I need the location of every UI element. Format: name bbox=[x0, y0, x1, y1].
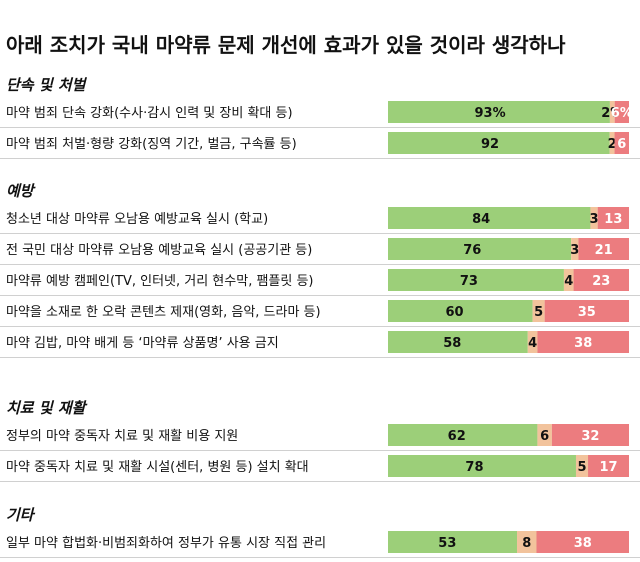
bar-neutral bbox=[563, 269, 574, 291]
bar-effective bbox=[388, 238, 572, 260]
value-label-neutral: 6 bbox=[540, 429, 549, 444]
row-label: 마약 범죄 처벌·형량 강화(징역 기간, 벌금, 구속률 등) bbox=[6, 137, 297, 152]
value-label-effective: 92 bbox=[481, 137, 499, 152]
value-label-effective: 58 bbox=[443, 336, 461, 351]
value-label-not-effective: 6 bbox=[617, 137, 626, 152]
bar-effective bbox=[388, 531, 518, 553]
value-label-not-effective: 35 bbox=[578, 305, 596, 320]
bar-not-effective bbox=[551, 424, 629, 446]
bar-effective bbox=[388, 269, 564, 291]
bar-neutral bbox=[609, 101, 615, 123]
value-label-not-effective: 38 bbox=[574, 336, 592, 351]
row-label: 청소년 대상 마약류 오남용 예방교육 실시 (학교) bbox=[6, 212, 268, 227]
bar-neutral bbox=[609, 132, 615, 154]
bar-not-effective bbox=[597, 207, 629, 229]
bar-effective bbox=[388, 101, 610, 123]
value-label-neutral: 5 bbox=[577, 460, 586, 475]
value-label-neutral: 5 bbox=[534, 305, 543, 320]
bar-neutral bbox=[590, 207, 598, 229]
bar-effective bbox=[388, 132, 610, 154]
bar-neutral bbox=[532, 300, 545, 322]
row-label: 마약류 예방 캠페인(TV, 인터넷, 거리 현수막, 팸플릿 등) bbox=[6, 274, 314, 289]
bar-effective bbox=[388, 331, 528, 353]
value-label-neutral: 2 bbox=[608, 137, 617, 152]
value-label-effective: 60 bbox=[445, 305, 463, 320]
value-label-neutral: 3 bbox=[570, 243, 579, 258]
bar-neutral bbox=[575, 455, 589, 477]
value-label-effective: 62 bbox=[448, 429, 466, 444]
value-label-neutral: 8 bbox=[522, 536, 531, 551]
row-label: 정부의 마약 중독자 치료 및 재활 비용 지원 bbox=[6, 429, 238, 444]
bar-not-effective bbox=[537, 331, 629, 353]
row-label: 마약 범죄 단속 강화(수사·감시 인력 및 장비 확대 등) bbox=[6, 106, 293, 121]
bar-not-effective bbox=[536, 531, 629, 553]
value-label-effective: 73 bbox=[460, 274, 478, 289]
bar-not-effective bbox=[573, 269, 629, 291]
value-label-not-effective: 32 bbox=[581, 429, 599, 444]
row-label: 전 국민 대상 마약류 오남용 예방교육 실시 (공공기관 등) bbox=[6, 243, 312, 258]
section-heading: 단속 및 처벌 bbox=[6, 76, 88, 94]
value-label-neutral: 4 bbox=[564, 274, 573, 289]
value-label-neutral: 3 bbox=[590, 212, 599, 227]
bar-effective bbox=[388, 207, 591, 229]
value-label-not-effective: 13 bbox=[604, 212, 622, 227]
bar-not-effective bbox=[614, 101, 629, 123]
section-heading: 예방 bbox=[6, 182, 36, 200]
value-label-neutral: 4 bbox=[528, 336, 537, 351]
row-label: 마약 중독자 치료 및 재활 시설(센터, 병원 등) 설치 확대 bbox=[6, 460, 309, 475]
value-label-not-effective: 6% bbox=[611, 106, 633, 121]
bar-not-effective bbox=[578, 238, 629, 260]
value-label-not-effective: 17 bbox=[599, 460, 617, 475]
chart-title: 아래 조치가 국내 마약류 문제 개선에 효과가 있을 것이라 생각하나 bbox=[6, 33, 566, 57]
section-heading: 치료 및 재활 bbox=[6, 399, 88, 417]
bar-effective bbox=[388, 300, 533, 322]
section-heading: 기타 bbox=[6, 506, 36, 524]
value-label-not-effective: 38 bbox=[574, 536, 592, 551]
bar-neutral bbox=[527, 331, 538, 353]
value-label-effective: 76 bbox=[463, 243, 481, 258]
bar-effective bbox=[388, 455, 576, 477]
value-label-not-effective: 21 bbox=[595, 243, 613, 258]
value-label-effective: 53 bbox=[438, 536, 456, 551]
value-label-effective: 84 bbox=[472, 212, 490, 227]
bar-not-effective bbox=[544, 300, 629, 322]
bar-neutral bbox=[517, 531, 537, 553]
value-label-effective: 93% bbox=[475, 106, 506, 121]
row-label: 마약 김밥, 마약 배게 등 ‘마약류 상품명’ 사용 금지 bbox=[6, 336, 279, 351]
bar-neutral bbox=[537, 424, 552, 446]
bar-neutral bbox=[571, 238, 579, 260]
value-label-not-effective: 23 bbox=[592, 274, 610, 289]
value-label-effective: 78 bbox=[465, 460, 483, 475]
row-label: 마약을 소재로 한 오락 콘텐츠 제재(영화, 음악, 드라마 등) bbox=[6, 305, 321, 320]
bar-not-effective bbox=[588, 455, 629, 477]
row-label: 일부 마약 합법화·비범죄화하여 정부가 유통 시장 직접 관리 bbox=[6, 536, 326, 551]
bar-not-effective bbox=[614, 132, 629, 154]
bar-effective bbox=[388, 424, 538, 446]
